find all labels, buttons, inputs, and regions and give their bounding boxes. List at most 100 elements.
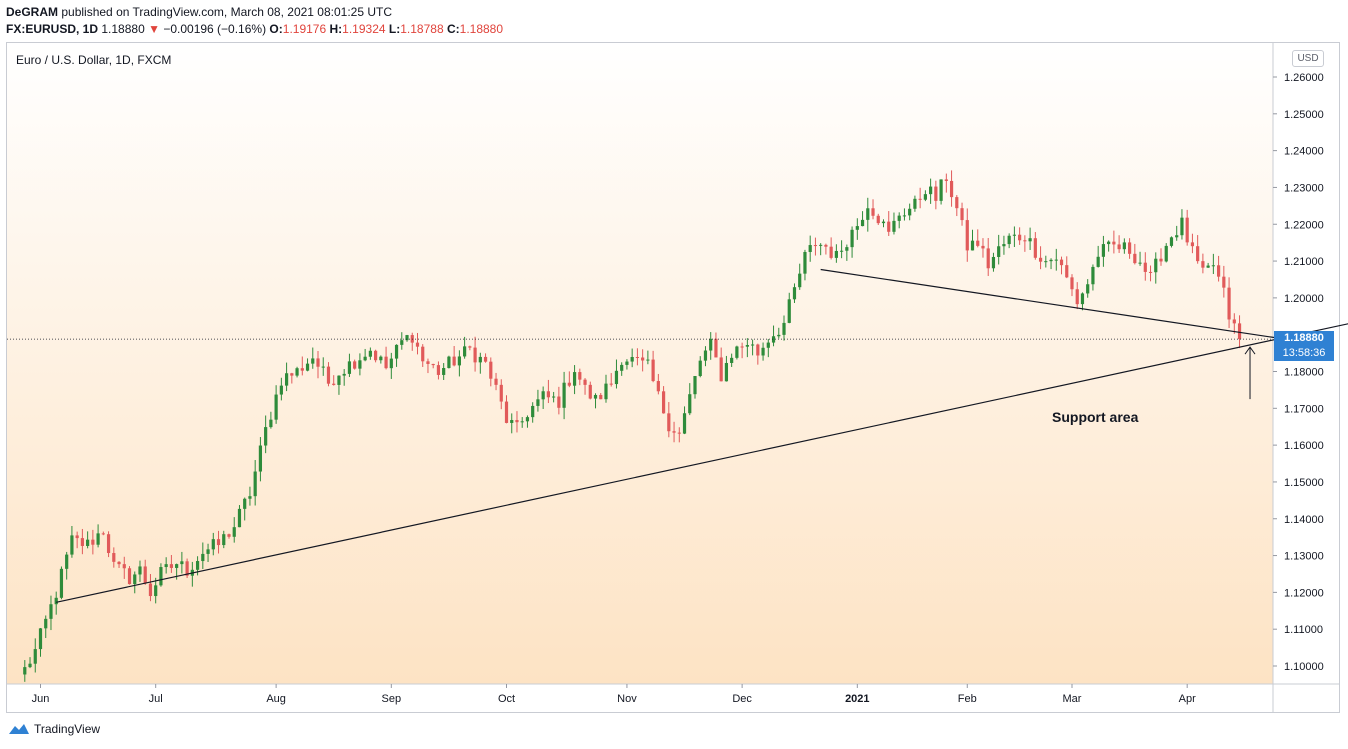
candle-body bbox=[394, 344, 399, 359]
ascending-support-trendline bbox=[56, 323, 1348, 603]
candle-body bbox=[452, 356, 456, 366]
series-title: Euro / U.S. Dollar, 1D, FXCM bbox=[16, 53, 172, 67]
footer-brand[interactable]: TradingView bbox=[34, 722, 101, 736]
time-axis[interactable]: Jun Jul Aug Sep Oct Nov Dec 2021 Feb Mar Apr bbox=[32, 684, 1196, 705]
candle-body bbox=[243, 498, 247, 509]
currency-badge[interactable]: USD bbox=[1292, 50, 1324, 67]
price-axis[interactable]: 1.26000 1.25000 1.24000 1.23000 1.22000 1.210… bbox=[1273, 72, 1324, 673]
candle-body bbox=[1101, 244, 1106, 257]
candle-body bbox=[515, 420, 519, 423]
candle-body bbox=[635, 357, 640, 359]
price-tick-label: 1.12000 bbox=[1284, 587, 1324, 599]
candle-body bbox=[1080, 293, 1085, 305]
candle-body bbox=[457, 356, 461, 366]
candle-body bbox=[777, 334, 781, 337]
candle-body bbox=[1217, 265, 1221, 277]
candle-body bbox=[1091, 266, 1095, 285]
candle-body bbox=[65, 554, 69, 569]
time-tick-label: Nov bbox=[617, 693, 637, 705]
candle-body bbox=[143, 566, 147, 584]
chart-header: DeGRAM published on TradingView.com, Mar… bbox=[6, 4, 503, 38]
candle-body bbox=[1164, 245, 1168, 262]
close-value: 1.18880 bbox=[459, 22, 504, 36]
candle-body bbox=[850, 229, 854, 248]
price-tick-label: 1.18000 bbox=[1284, 367, 1324, 379]
candle-body bbox=[855, 226, 859, 230]
candle-body bbox=[688, 394, 692, 414]
candle-body bbox=[442, 368, 446, 375]
candle-body bbox=[703, 350, 708, 361]
author-name[interactable]: DeGRAM bbox=[6, 5, 59, 19]
candle-body bbox=[421, 346, 425, 362]
candle-body bbox=[960, 208, 964, 221]
candle-body bbox=[939, 179, 943, 201]
candle-body bbox=[1196, 246, 1200, 262]
price-tick-label: 1.17000 bbox=[1284, 403, 1324, 415]
candle-body bbox=[321, 366, 325, 368]
price-tick-label: 1.20000 bbox=[1284, 293, 1324, 305]
candle-body bbox=[379, 356, 383, 361]
candle-body bbox=[337, 375, 341, 385]
candle-body bbox=[929, 186, 933, 195]
trendlines-group bbox=[7, 268, 1348, 603]
price-tick-label: 1.13000 bbox=[1284, 551, 1324, 563]
candle-body bbox=[714, 338, 718, 358]
ohlc-line: FX:EURUSD, 1D 1.18880 ▼ −0.00196 (−0.16%… bbox=[6, 21, 503, 38]
change-value: −0.00196 (−0.16%) bbox=[163, 22, 267, 36]
candle-body bbox=[541, 391, 545, 400]
candle-body bbox=[80, 538, 84, 546]
candle-body bbox=[976, 240, 980, 246]
candle-body bbox=[840, 250, 844, 252]
candle-body bbox=[1018, 234, 1022, 241]
candle-body bbox=[1175, 235, 1179, 238]
candle-body bbox=[730, 357, 734, 363]
chart-frame bbox=[6, 42, 1340, 713]
candle-body bbox=[1007, 235, 1011, 245]
candle-body bbox=[698, 360, 702, 377]
candle-body bbox=[494, 378, 498, 385]
candle-body bbox=[651, 359, 655, 382]
candle-body bbox=[211, 539, 215, 550]
candle-body bbox=[583, 379, 587, 385]
candle-body bbox=[38, 628, 43, 650]
candle-body bbox=[520, 421, 524, 423]
candle-body bbox=[897, 215, 901, 221]
candle-body bbox=[845, 247, 849, 251]
candle-body bbox=[185, 561, 189, 576]
candle-body bbox=[269, 419, 273, 428]
candle-body bbox=[876, 215, 880, 224]
candle-body bbox=[902, 215, 907, 217]
candle-body bbox=[222, 534, 226, 546]
price-tick-label: 1.26000 bbox=[1284, 72, 1324, 84]
candle-body bbox=[949, 180, 954, 198]
candle-body bbox=[483, 356, 488, 362]
candle-body bbox=[782, 322, 786, 335]
candle-body bbox=[415, 342, 420, 347]
time-tick-label: Feb bbox=[958, 693, 977, 705]
candle-body bbox=[829, 246, 833, 258]
candle-body bbox=[1117, 244, 1121, 250]
candle-body bbox=[1138, 262, 1142, 264]
candle-body bbox=[745, 345, 749, 347]
candle-body bbox=[59, 568, 64, 598]
candle-body bbox=[1112, 241, 1116, 245]
current-price-value: 1.18880 bbox=[1284, 332, 1324, 344]
candle-body bbox=[332, 383, 336, 385]
candle-body bbox=[1054, 259, 1058, 261]
candle-body bbox=[106, 534, 111, 554]
candle-body bbox=[803, 251, 807, 274]
candle-body bbox=[1159, 258, 1163, 262]
candle-body bbox=[735, 346, 739, 358]
low-value: 1.18788 bbox=[400, 22, 444, 36]
time-tick-label: Oct bbox=[498, 693, 515, 705]
candle-body bbox=[138, 566, 142, 575]
candle-body bbox=[719, 357, 723, 382]
candle-body bbox=[913, 198, 917, 209]
tradingview-logo-icon[interactable] bbox=[8, 722, 30, 736]
candle-body bbox=[311, 358, 315, 364]
candle-body bbox=[305, 363, 310, 371]
candle-body bbox=[1185, 217, 1189, 243]
price-tick-label: 1.22000 bbox=[1284, 219, 1324, 231]
candle-body bbox=[572, 372, 577, 386]
